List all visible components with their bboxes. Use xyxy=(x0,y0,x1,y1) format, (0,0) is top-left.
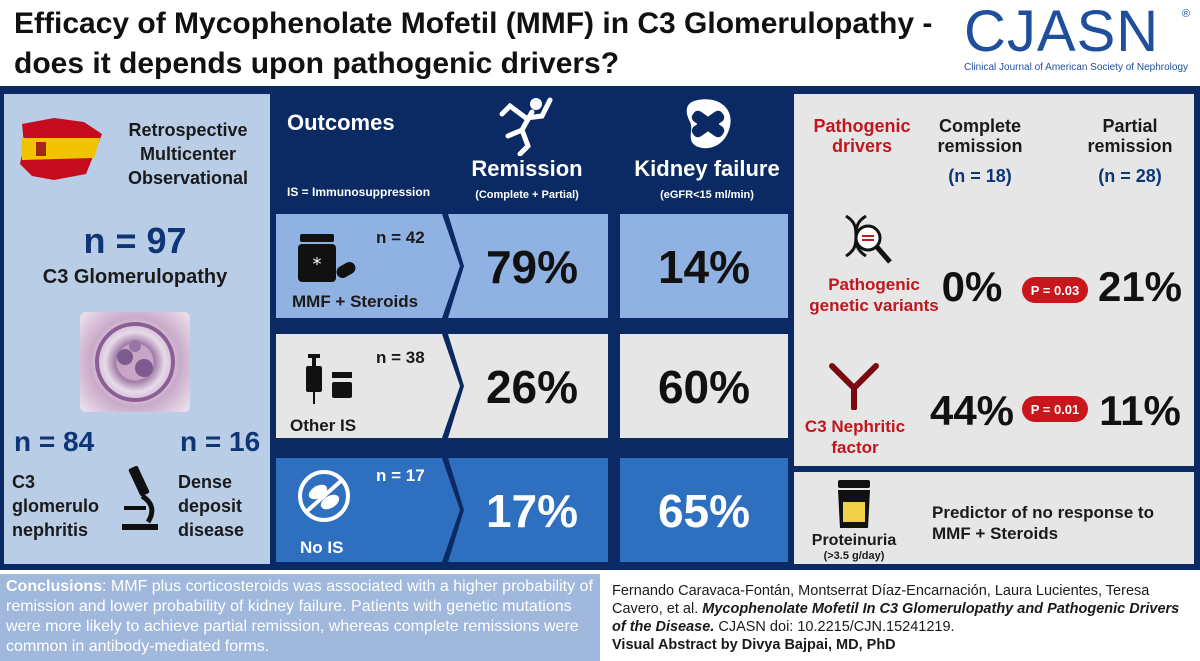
c3-nephritic-factor-label: C3 Nephritic factor xyxy=(804,417,906,457)
mmf-remission-value: 79% xyxy=(485,241,579,293)
ddd-label: Dense deposit disease xyxy=(178,472,245,540)
other-is-kidney-failure-value: 60% xyxy=(657,361,751,413)
logo-registered-mark: ® xyxy=(1181,8,1190,20)
glomerulus-histology-image xyxy=(80,312,190,412)
citation-authors: Fernando Caravaca-Fontán, Montserrat Día… xyxy=(612,583,1150,617)
spain-map-icon xyxy=(20,118,102,180)
genetic-partial-value: 21% xyxy=(1097,263,1183,310)
proteinuria-label: Proteinuria xyxy=(811,532,897,549)
remission-subheader: (Complete + Partial) xyxy=(475,189,579,201)
total-patients: n = 97 xyxy=(83,220,187,261)
remission-header: Remission xyxy=(471,156,583,181)
genetic-complete-value: 0% xyxy=(941,263,1003,310)
predictor-text: Predictor of no response to MMF + Steroi… xyxy=(932,503,1154,543)
other-is-row-shape xyxy=(276,334,460,438)
no-is-label: No IS xyxy=(300,538,344,557)
outcomes-title: Outcomes xyxy=(287,110,395,135)
kidney-failure-header: Kidney failure xyxy=(634,156,780,181)
no-is-kidney-failure-cell xyxy=(620,458,788,562)
nephritic-p-value-badge: P = 0.01 xyxy=(1022,396,1088,422)
nephritic-partial-value: 11% xyxy=(1099,387,1181,434)
urine-cup-icon xyxy=(838,480,870,528)
is-abbreviation-note: IS = Immunosuppression xyxy=(287,185,431,199)
mmf-kidney-failure-cell xyxy=(620,214,788,318)
pill-bottle-icon: * xyxy=(298,234,356,282)
disease-name: C3 Glomerulopathy xyxy=(42,266,228,288)
c3gn-label: C3 glomerulo nephritis xyxy=(12,472,100,540)
visual-abstract-byline: Visual Abstract by Divya Bajpai, MD, PhD xyxy=(612,637,896,653)
logo-subtitle: Clinical Journal of American Society of … xyxy=(964,62,1188,73)
mmf-count: n = 42 xyxy=(376,228,425,247)
kidney-bandage-icon xyxy=(686,99,731,149)
no-is-row-shape xyxy=(276,458,460,562)
complete-remission-header: Complete remission xyxy=(937,116,1023,156)
other-is-remission-cell xyxy=(448,334,608,438)
kidney-failure-subheader: (eGFR<15 ml/min) xyxy=(660,189,754,201)
syringe-icon xyxy=(306,354,352,404)
pathogenic-drivers-header: Pathogenic drivers xyxy=(813,116,911,156)
citation-journal: CJASN doi: 10.2215/CJN.15241219. xyxy=(714,619,955,635)
conclusions-lead: Conclusions xyxy=(6,578,103,595)
no-is-remission-cell xyxy=(448,458,608,562)
drivers-panel xyxy=(794,94,1194,466)
no-is-kidney-failure-value: 65% xyxy=(657,485,751,537)
partial-remission-count: (n = 28) xyxy=(1098,166,1162,186)
partial-remission-header: Partial remission xyxy=(1087,116,1173,156)
proteinuria-threshold: (>3.5 g/day) xyxy=(823,550,885,562)
nephritic-complete-value: 44% xyxy=(929,387,1015,434)
conclusions-text: Conclusions: MMF plus corticosteroids wa… xyxy=(6,577,596,657)
page-title: Efficacy of Mycophenolate Mofetil (MMF) … xyxy=(14,7,933,80)
no-is-remission-value: 17% xyxy=(485,485,579,537)
complete-remission-count: (n = 18) xyxy=(948,166,1012,186)
ddd-count: n = 16 xyxy=(180,426,261,457)
genetic-p-value-badge: P = 0.03 xyxy=(1022,277,1088,303)
other-is-remission-value: 26% xyxy=(485,361,579,413)
dna-magnifier-icon xyxy=(845,214,892,264)
svg-text:*: * xyxy=(313,254,322,275)
jumping-person-icon xyxy=(499,97,553,156)
mmf-remission-cell xyxy=(448,214,608,318)
other-is-label: Other IS xyxy=(290,416,357,435)
microscope-icon xyxy=(122,465,158,530)
other-is-count: n = 38 xyxy=(376,348,425,367)
citation: Fernando Caravaca-Fontán, Montserrat Día… xyxy=(612,582,1196,636)
no-pills-icon xyxy=(298,470,350,522)
citation-article: Mycophenolate Mofetil In C3 Glomerulopat… xyxy=(612,601,1180,635)
conclusions-body: : MMF plus corticosteroids was associate… xyxy=(6,578,593,655)
study-design: Retrospective Multicenter Observational xyxy=(127,120,249,188)
c3gn-count: n = 84 xyxy=(14,426,95,457)
logo-wordmark: CJASN xyxy=(964,0,1160,64)
other-is-kidney-failure-cell xyxy=(620,334,788,438)
conclusions-box xyxy=(0,574,600,661)
mmf-kidney-failure-value: 14% xyxy=(657,241,751,293)
no-is-count: n = 17 xyxy=(376,466,425,485)
antibody-icon xyxy=(829,363,879,410)
genetic-variants-label: Pathogenic genetic variants xyxy=(809,275,939,315)
mmf-label: MMF + Steroids xyxy=(292,292,419,311)
cjasn-logo[interactable]: CJASN ® Clinical Journal of American Soc… xyxy=(960,0,1190,80)
